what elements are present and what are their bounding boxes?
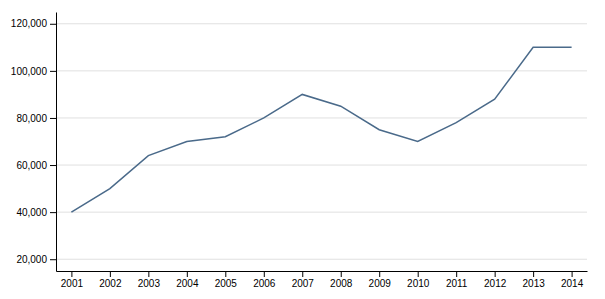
x-axis-tick: 2011	[446, 271, 468, 289]
y-axis-tick: 40,000	[16, 207, 56, 218]
x-axis-tick-mark	[572, 271, 573, 277]
x-axis-tick-label: 2007	[292, 278, 315, 289]
x-axis-tick-label: 2003	[138, 278, 161, 289]
x-axis-tick-mark	[533, 271, 534, 277]
x-axis-tick-mark	[225, 271, 226, 277]
x-axis-tick: 2009	[369, 271, 392, 289]
y-axis-tick-mark	[50, 165, 56, 166]
x-axis-tick-mark	[379, 271, 380, 277]
grid-line	[56, 165, 587, 166]
y-axis-tick-label: 120,000	[11, 18, 48, 29]
x-axis-tick: 2006	[253, 271, 276, 289]
x-axis-tick: 2012	[484, 271, 507, 289]
x-axis-tick: 2003	[138, 271, 161, 289]
x-axis-tick-label: 2005	[215, 278, 238, 289]
x-axis-tick-mark	[264, 271, 265, 277]
x-axis-tick: 2004	[176, 271, 199, 289]
grid	[56, 24, 587, 259]
x-axis-tick: 2010	[407, 271, 430, 289]
y-axis-tick-label: 60,000	[16, 160, 47, 171]
x-axis-tick-mark	[341, 271, 342, 277]
x-axis-tick-mark	[110, 271, 111, 277]
x-axis-tick-label: 2004	[176, 278, 199, 289]
y-axis-tick: 80,000	[16, 113, 56, 124]
grid-line	[56, 259, 587, 260]
grid-line	[56, 23, 587, 24]
x-axis-tick-mark	[187, 271, 188, 277]
chart: 2001 2002 2003 2004 2005 2006 2007 2008 2009 2010…	[0, 0, 605, 299]
y-axis-tick: 20,000	[16, 254, 56, 265]
x-axis-tick-label: 2008	[330, 278, 353, 289]
y-axis-tick: 60,000	[16, 160, 56, 171]
x-axis-tick: 2008	[330, 271, 353, 289]
x-axis-tick-mark	[302, 271, 303, 277]
x-axis-tick: 2005	[215, 271, 238, 289]
x-axis-tick-label: 2002	[99, 278, 122, 289]
x-axis-tick: 2014	[561, 271, 584, 289]
y-axis-tick-label: 20,000	[16, 254, 47, 265]
y-axis-tick-mark	[50, 71, 56, 72]
x-axis-tick-label: 2011	[446, 278, 468, 289]
y-axis-tick-label: 40,000	[16, 207, 47, 218]
y-axis-tick-label: 80,000	[16, 113, 47, 124]
x-axis-tick-label: 2013	[523, 278, 546, 289]
y-axis-tick-label: 100,000	[11, 66, 48, 77]
x-axis-tick: 2002	[99, 271, 122, 289]
y-axis-tick-mark	[50, 24, 56, 25]
y-axis-tick: 120,000	[11, 18, 56, 29]
x-axis-tick: 2001	[61, 271, 84, 289]
grid-line	[56, 117, 587, 118]
x-axis-tick: 2013	[523, 271, 546, 289]
x-axis-line	[57, 271, 588, 272]
x-axis-tick-label: 2006	[253, 278, 276, 289]
y-axis-tick-mark	[50, 118, 56, 119]
x-axis-tick-label: 2001	[61, 278, 84, 289]
x-axis-tick-label: 2012	[484, 278, 507, 289]
marks	[71, 47, 571, 212]
x-axis-tick-label: 2010	[407, 278, 430, 289]
line	[71, 47, 571, 212]
x-axis-tick-label: 2009	[369, 278, 392, 289]
y-axis: 20,000 40,000 60,000 80,000 100,000 120,000	[11, 13, 57, 272]
grid-line	[56, 212, 587, 213]
x-axis-tick: 2007	[292, 271, 315, 289]
x-axis-tick-mark	[456, 271, 457, 277]
grid-line	[56, 70, 587, 71]
plot: 2001 2002 2003 2004 2005 2006 2007 2008 2009 2010…	[11, 13, 588, 290]
x-axis: 2001 2002 2003 2004 2005 2006 2007 2008 2009 2010…	[57, 271, 588, 289]
y-axis-tick-mark	[50, 259, 56, 260]
x-axis-tick-mark	[148, 271, 149, 277]
y-axis-line	[56, 13, 57, 272]
x-axis-tick-mark	[71, 271, 72, 277]
y-axis-tick-mark	[50, 212, 56, 213]
y-axis-tick: 100,000	[11, 66, 56, 77]
x-axis-tick-mark	[495, 271, 496, 277]
x-axis-tick-mark	[418, 271, 419, 277]
x-axis-tick-label: 2014	[561, 278, 584, 289]
